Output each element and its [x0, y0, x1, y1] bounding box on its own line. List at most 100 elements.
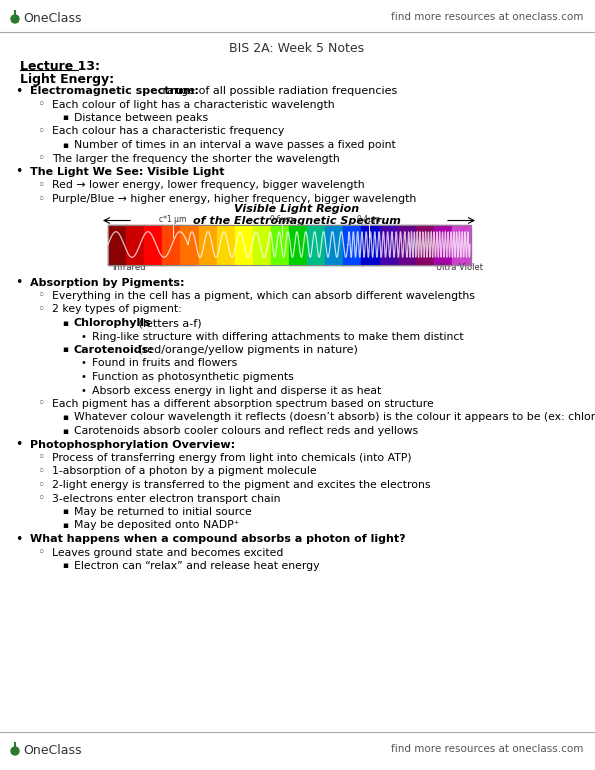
Text: Carotenoids:: Carotenoids:: [74, 345, 154, 355]
Text: •: •: [15, 533, 23, 545]
Bar: [144, 225, 163, 265]
Text: Chlorophylls: Chlorophylls: [74, 318, 152, 328]
Text: c*1 μm: c*1 μm: [159, 215, 187, 223]
Text: Everything in the cell has a pigment, which can absorb different wavelengths: Everything in the cell has a pigment, wh…: [52, 291, 475, 301]
Text: Visible Light Region: Visible Light Region: [234, 203, 359, 213]
Text: May be returned to initial source: May be returned to initial source: [74, 507, 252, 517]
Text: ◦: ◦: [37, 290, 45, 303]
Text: 0.6μm: 0.6μm: [270, 215, 294, 223]
Text: Whatever colour wavelength it reflects (doesn’t absorb) is the colour it appears: Whatever colour wavelength it reflects (…: [74, 413, 595, 423]
Bar: [289, 225, 308, 265]
Text: find more resources at oneclass.com: find more resources at oneclass.com: [391, 744, 583, 754]
Text: ▪: ▪: [62, 427, 68, 436]
Text: ▪: ▪: [62, 521, 68, 530]
Text: ◦: ◦: [37, 192, 45, 206]
Bar: [325, 225, 344, 265]
Text: What happens when a compound absorbs a photon of light?: What happens when a compound absorbs a p…: [30, 534, 406, 544]
Text: ◦: ◦: [37, 152, 45, 165]
Text: Photophosphorylation Overview:: Photophosphorylation Overview:: [30, 440, 235, 450]
Text: Light Energy:: Light Energy:: [20, 72, 114, 85]
Text: Absorb excess energy in light and disperse it as heat: Absorb excess energy in light and disper…: [92, 386, 381, 396]
Text: Electron can “relax” and release heat energy: Electron can “relax” and release heat en…: [74, 561, 320, 571]
Text: 2 key types of pigment:: 2 key types of pigment:: [52, 304, 181, 314]
Text: Found in fruits and flowers: Found in fruits and flowers: [92, 359, 237, 369]
Text: Number of times in an interval a wave passes a fixed point: Number of times in an interval a wave pa…: [74, 140, 396, 150]
Text: •: •: [80, 332, 86, 342]
Text: •: •: [15, 438, 23, 451]
Text: ◦: ◦: [37, 546, 45, 559]
Bar: [361, 225, 380, 265]
Bar: [271, 225, 290, 265]
Text: OneClass: OneClass: [23, 12, 82, 25]
Text: •: •: [80, 372, 86, 382]
Text: 2-light energy is transferred to the pigment and excites the electrons: 2-light energy is transferred to the pig…: [52, 480, 431, 490]
Bar: [108, 225, 470, 265]
Text: Each colour of light has a characteristic wavelength: Each colour of light has a characteristi…: [52, 99, 334, 109]
Text: Distance between peaks: Distance between peaks: [74, 113, 208, 123]
Bar: [452, 225, 471, 265]
Text: •: •: [15, 276, 23, 289]
Bar: [199, 225, 217, 265]
Text: Leaves ground state and becomes excited: Leaves ground state and becomes excited: [52, 547, 283, 557]
Text: Ultra Violet: Ultra Violet: [436, 263, 483, 272]
Bar: [217, 225, 235, 265]
Text: ▪: ▪: [62, 113, 68, 122]
Bar: [416, 225, 434, 265]
Text: 1-absorption of a photon by a pigment molecule: 1-absorption of a photon by a pigment mo…: [52, 467, 317, 477]
Bar: [234, 225, 253, 265]
Text: OneClass: OneClass: [23, 745, 82, 758]
Bar: [162, 225, 181, 265]
Bar: [307, 225, 325, 265]
Bar: [108, 225, 127, 265]
Circle shape: [11, 747, 19, 755]
Text: ▪: ▪: [62, 507, 68, 517]
Text: of the Electromagnetic Spectrum: of the Electromagnetic Spectrum: [193, 216, 401, 226]
Text: ◦: ◦: [37, 478, 45, 491]
Text: find more resources at oneclass.com: find more resources at oneclass.com: [391, 12, 583, 22]
Text: ◦: ◦: [37, 98, 45, 111]
Text: ◦: ◦: [37, 179, 45, 192]
Bar: [380, 225, 398, 265]
Bar: [434, 225, 452, 265]
Text: 0.4μm: 0.4μm: [356, 215, 381, 223]
Bar: [126, 225, 145, 265]
Text: Each colour has a characteristic frequency: Each colour has a characteristic frequen…: [52, 126, 284, 136]
Text: BIS 2A: Week 5 Notes: BIS 2A: Week 5 Notes: [230, 42, 365, 55]
Bar: [343, 225, 362, 265]
Text: Red → lower energy, lower frequency, bigger wavelength: Red → lower energy, lower frequency, big…: [52, 180, 365, 190]
Text: Process of transferring energy from light into chemicals (into ATP): Process of transferring energy from ligh…: [52, 453, 412, 463]
Text: Infrared: Infrared: [112, 263, 146, 272]
Text: 3-electrons enter electron transport chain: 3-electrons enter electron transport cha…: [52, 494, 280, 504]
Bar: [397, 225, 416, 265]
Bar: [253, 225, 271, 265]
Text: The larger the frequency the shorter the wavelength: The larger the frequency the shorter the…: [52, 153, 340, 163]
Text: Lecture 13:: Lecture 13:: [20, 59, 100, 72]
Text: •: •: [15, 85, 23, 98]
Text: •: •: [80, 359, 86, 369]
Text: Purple/Blue → higher energy, higher frequency, bigger wavelength: Purple/Blue → higher energy, higher freq…: [52, 194, 416, 204]
Text: ▪: ▪: [62, 140, 68, 149]
Text: Carotenoids absorb cooler colours and reflect reds and yellows: Carotenoids absorb cooler colours and re…: [74, 426, 418, 436]
Text: ◦: ◦: [37, 397, 45, 410]
Circle shape: [11, 15, 19, 23]
Text: Each pigment has a different absorption spectrum based on structure: Each pigment has a different absorption …: [52, 399, 434, 409]
Text: ▪: ▪: [62, 561, 68, 571]
Text: ◦: ◦: [37, 465, 45, 478]
Text: ◦: ◦: [37, 451, 45, 464]
Text: •: •: [80, 386, 86, 396]
Text: ◦: ◦: [37, 125, 45, 138]
Bar: [180, 225, 199, 265]
Text: May be deposited onto NADP⁺: May be deposited onto NADP⁺: [74, 521, 240, 531]
Text: ◦: ◦: [37, 303, 45, 316]
Text: Electromagnetic spectrum:: Electromagnetic spectrum:: [30, 86, 199, 96]
Text: ▪: ▪: [62, 319, 68, 327]
Text: The Light We See: Visible Light: The Light We See: Visible Light: [30, 167, 224, 177]
Text: (letters a-f): (letters a-f): [135, 318, 202, 328]
Text: •: •: [15, 166, 23, 179]
Text: ▪: ▪: [62, 346, 68, 354]
Text: Absorption by Pigments:: Absorption by Pigments:: [30, 277, 184, 287]
Text: Function as photosynthetic pigments: Function as photosynthetic pigments: [92, 372, 294, 382]
Text: Ring-like structure with differing attachments to make them distinct: Ring-like structure with differing attac…: [92, 332, 464, 342]
Text: range of all possible radiation frequencies: range of all possible radiation frequenc…: [159, 86, 397, 96]
Text: ▪: ▪: [62, 413, 68, 422]
